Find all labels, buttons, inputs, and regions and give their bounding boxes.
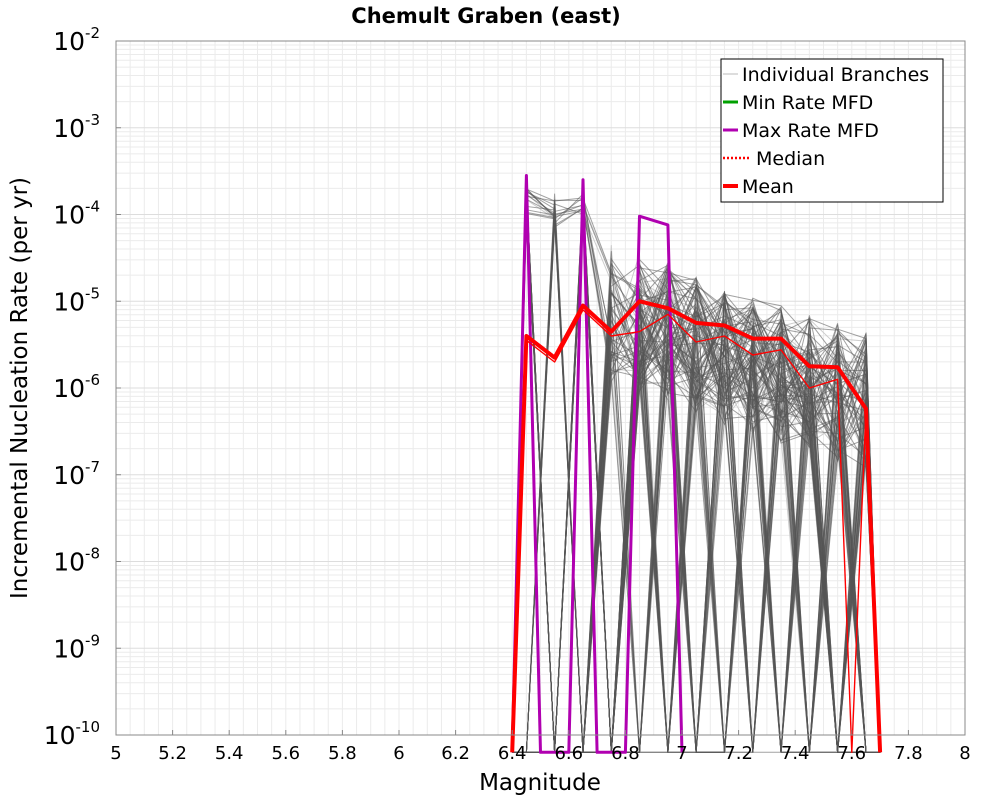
branch-line <box>511 190 881 753</box>
x-tick-label: 6.8 <box>611 743 640 764</box>
x-tick-label: 6 <box>393 743 404 764</box>
x-tick-label: 7.8 <box>894 743 923 764</box>
y-tick-label: 10-2 <box>53 24 100 56</box>
legend-label: Max Rate MFD <box>742 120 879 142</box>
y-tick-label: 10-4 <box>53 198 100 230</box>
legend-label: Individual Branches <box>742 64 929 86</box>
x-tick-label: 5.8 <box>328 743 357 764</box>
x-tick-label: 8 <box>959 743 970 764</box>
chart-title: Chemult Graben (east) <box>351 4 620 28</box>
y-axis-label: Incremental Nucleation Rate (per yr) <box>7 177 33 599</box>
y-tick-label: 10-10 <box>44 718 100 750</box>
legend-label: Median <box>756 148 825 170</box>
branch-line <box>511 187 881 753</box>
x-tick-label: 6.6 <box>554 743 583 764</box>
x-tick-label: 6.4 <box>498 743 527 764</box>
legend-box <box>720 58 944 203</box>
y-tick-label: 10-3 <box>53 111 100 143</box>
x-axis-label: Magnitude <box>479 770 601 796</box>
y-tick-label: 10-6 <box>53 371 100 403</box>
x-tick-label: 5.4 <box>215 743 244 764</box>
x-tick-label: 7 <box>676 743 687 764</box>
x-tick-label: 6.2 <box>441 743 470 764</box>
x-tick-label: 5.2 <box>158 743 187 764</box>
y-tick-label: 10-8 <box>53 545 100 577</box>
x-tick-label: 5 <box>110 743 121 764</box>
y-tick-label: 10-9 <box>53 631 100 663</box>
x-tick-label: 7.6 <box>837 743 866 764</box>
grid-lines <box>115 41 966 736</box>
y-tick-label: 10-7 <box>53 458 100 490</box>
y-tick-label: 10-5 <box>53 284 100 316</box>
x-axis-ticks: 5 5.2 5.4 5.6 5.8 6 6.2 6.4 6.6 6.8 7 7.2 7.4 7.6 7.8 8 <box>110 730 971 764</box>
series-max-rate-mfd <box>510 174 684 754</box>
x-tick-label: 5.6 <box>271 743 300 764</box>
x-tick-label: 7.4 <box>781 743 810 764</box>
branch-line <box>511 188 881 753</box>
x-tick-label: 7.2 <box>724 743 753 764</box>
legend-label: Mean <box>742 176 794 198</box>
series-mean <box>510 299 883 753</box>
legend-label: Min Rate MFD <box>742 92 873 114</box>
series-median <box>525 309 881 753</box>
summary-series <box>510 174 883 754</box>
legend: Individual Branches Min Rate MFD Max Rate … <box>720 58 944 203</box>
y-axis-ticks: 10-2 10-3 10-4 10-5 10-6 10-7 10-8 10-9 10-10 <box>44 24 121 750</box>
